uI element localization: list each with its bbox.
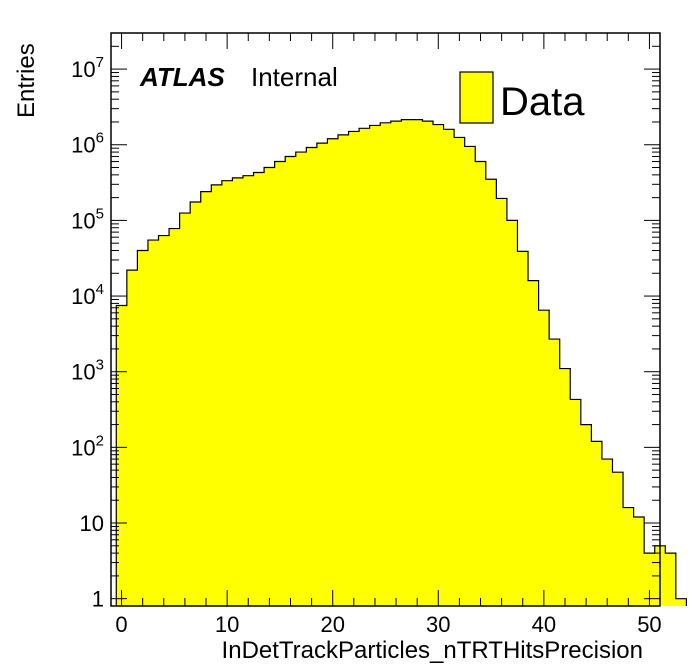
histogram-bin <box>580 424 592 606</box>
histogram-bin <box>506 220 518 606</box>
histogram-bin <box>306 147 318 607</box>
histogram-bin <box>475 161 487 606</box>
histogram-bin <box>158 235 170 606</box>
histogram-bin <box>528 280 539 606</box>
x-axis-title: InDetTrackParticles_nTRTHitsPrecision <box>222 637 643 664</box>
histogram-bin <box>665 553 677 606</box>
histogram-bin <box>559 368 571 606</box>
histogram-bin <box>401 119 413 606</box>
x-tick-label: 0 <box>115 612 127 637</box>
y-tick-label: 105 <box>71 205 104 233</box>
histogram-bin <box>179 213 191 606</box>
x-tick-label: 50 <box>637 612 661 637</box>
histogram-bin <box>285 156 297 606</box>
histogram-bin <box>570 399 582 606</box>
histogram-bin <box>211 184 223 607</box>
x-tick-label: 10 <box>215 612 239 637</box>
histogram-bin <box>623 507 635 606</box>
x-tick-label: 20 <box>320 612 344 637</box>
histogram-bin <box>591 441 603 606</box>
histogram-bin <box>380 122 392 606</box>
histogram-bin <box>485 179 497 607</box>
histogram-bin <box>359 128 371 607</box>
histogram-bin <box>411 119 423 606</box>
histogram-bin <box>337 134 349 606</box>
histogram-bin <box>644 553 656 606</box>
histogram-bin <box>633 517 645 606</box>
histogram-bin <box>200 191 212 606</box>
histogram-bin <box>517 251 529 606</box>
histogram-bin <box>390 121 402 606</box>
x-tick-label: 40 <box>532 612 556 637</box>
histogram-bin <box>242 175 254 606</box>
histogram-bin <box>601 459 613 606</box>
histogram-bin <box>116 305 128 606</box>
histogram-bin <box>496 198 508 606</box>
histogram-bin <box>274 161 286 606</box>
histogram-bin <box>147 240 159 607</box>
histogram-bin <box>327 138 339 606</box>
histogram-bin <box>253 172 265 607</box>
y-tick-label: 106 <box>71 130 104 158</box>
histogram-bin <box>348 131 360 606</box>
legend-swatch <box>459 71 494 124</box>
histogram-bin <box>264 167 276 606</box>
y-tick-label: 107 <box>71 54 104 82</box>
x-tick-label: 30 <box>426 612 450 637</box>
histogram-bin <box>422 121 434 606</box>
histogram-bin <box>169 228 181 606</box>
histogram-outline <box>115 119 687 606</box>
axis-tick-labels: 0 10 20 30 40 50 1 10 102 103 104 105 106 107 <box>71 54 662 637</box>
y-tick-label: 102 <box>71 432 104 460</box>
y-axis-title: Entries <box>13 43 40 118</box>
plot-frame <box>110 32 661 607</box>
histogram-bin <box>126 270 138 606</box>
histogram-bin <box>464 146 476 606</box>
atlas-label: ATLAS <box>139 62 225 92</box>
histogram-bin <box>538 310 550 606</box>
legend-label: Data <box>500 80 585 124</box>
y-tick-label: 1 <box>92 587 104 612</box>
histogram-bin <box>316 143 328 606</box>
y-tick-label: 10 <box>80 511 104 536</box>
histogram-bin <box>549 339 561 606</box>
histogram-bin <box>443 129 455 606</box>
histogram-bin <box>295 152 307 606</box>
histogram-bin <box>369 125 381 606</box>
histogram-bars <box>115 119 687 607</box>
axis-ticks <box>111 32 660 606</box>
legend: Data <box>459 71 585 124</box>
histogram-bin <box>221 180 233 606</box>
y-tick-label: 104 <box>71 281 104 309</box>
y-tick-label: 103 <box>71 357 104 385</box>
histogram-bin <box>232 177 244 607</box>
histogram-bin <box>433 124 444 606</box>
histogram-bin <box>190 202 202 606</box>
histogram-bin <box>137 250 149 606</box>
histogram-bin <box>675 598 687 606</box>
histogram-bin <box>612 472 624 606</box>
internal-label: Internal <box>251 62 338 92</box>
histogram-bin <box>454 137 466 607</box>
